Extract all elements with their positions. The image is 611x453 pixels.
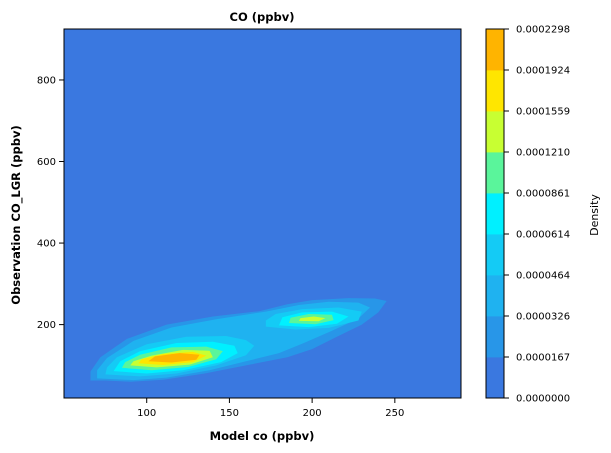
x-axis: 100 150 200 250	[137, 398, 404, 419]
colorbar-tick-label: 0.0001559	[516, 107, 570, 118]
contour-level-6-region-2	[298, 316, 326, 322]
colorbar-frame	[485, 28, 505, 399]
plot-frame	[63, 28, 462, 399]
colorbar-segment-4	[486, 234, 504, 276]
y-tick-label: 200	[37, 320, 56, 331]
colorbar-segment-3	[486, 275, 504, 317]
chart-title: CO (ppbv)	[230, 10, 295, 24]
contour-layers	[90, 298, 387, 382]
y-tick-label: 800	[37, 75, 56, 86]
colorbar-segment-8	[486, 70, 504, 112]
colorbar-tick-label: 0.0002298	[516, 25, 570, 36]
colorbar: 0.0000000 0.0000167 0.0000326 0.0000464 0.00…	[485, 25, 570, 405]
plot-area	[63, 28, 462, 399]
x-tick-label: 200	[303, 408, 322, 419]
colorbar-segment-5	[486, 193, 504, 235]
colorbar-segment-1	[486, 357, 504, 399]
y-axis-label: Observation CO_LGR (ppbv)	[9, 125, 24, 304]
colorbar-tick-label: 0.0001924	[516, 66, 570, 77]
y-tick-label: 600	[37, 157, 56, 168]
colorbar-tick-label: 0.0000464	[516, 271, 570, 282]
colorbar-tick-label: 0.0000167	[516, 353, 570, 364]
colorbar-label: Density	[588, 194, 601, 236]
colorbar-segment-9	[486, 29, 504, 71]
x-tick-label: 150	[220, 408, 239, 419]
colorbar-tick-label: 0.0000861	[516, 189, 570, 200]
colorbar-tick-label: 0.0001210	[516, 148, 570, 159]
colorbar-tick-label: 0.0000326	[516, 312, 570, 323]
colorbar-segment-7	[486, 111, 504, 153]
y-tick-label: 400	[37, 239, 56, 250]
contour-level-9-region-1	[159, 354, 197, 361]
x-tick-label: 250	[385, 408, 404, 419]
y-axis: 200 400 600 800	[37, 75, 64, 331]
colorbar-tick-label: 0.0000614	[516, 230, 570, 241]
x-tick-label: 100	[137, 408, 156, 419]
colorbar-segment-6	[486, 152, 504, 194]
x-axis-label: Model co (ppbv)	[210, 429, 315, 443]
colorbar-tick-label: 0.0000000	[516, 394, 570, 405]
colorbar-segment-2	[486, 316, 504, 358]
